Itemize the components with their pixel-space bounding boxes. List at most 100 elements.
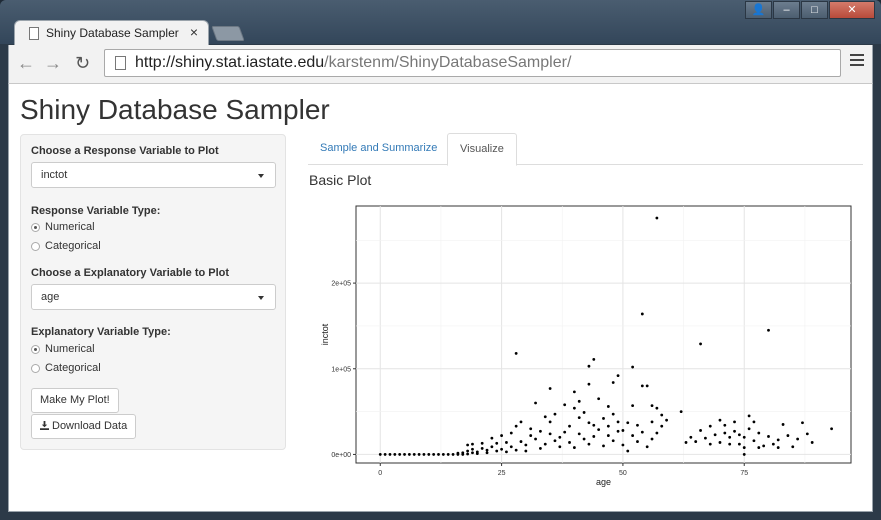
response-variable-label: Choose a Response Variable to Plot: [31, 145, 219, 157]
data-point: [548, 420, 552, 424]
data-point: [407, 453, 411, 456]
data-point: [757, 446, 761, 449]
data-point: [587, 382, 591, 386]
tab-close-icon[interactable]: ×: [189, 24, 198, 40]
data-point: [577, 399, 581, 403]
data-point: [767, 328, 770, 332]
data-point: [446, 453, 450, 456]
radio-selected-icon: [31, 345, 40, 354]
main-tabs: Sample and Summarize Visualize: [308, 133, 863, 166]
data-point: [500, 434, 503, 437]
data-point: [553, 412, 557, 416]
data-point: [529, 427, 533, 431]
x-tick-label: 25: [498, 470, 506, 477]
download-data-button[interactable]: Download Data: [31, 414, 137, 439]
tab-visualize[interactable]: Visualize: [447, 133, 517, 166]
new-tab-button[interactable]: [211, 26, 245, 41]
radio-label: Numerical: [45, 343, 95, 355]
data-point: [752, 420, 756, 424]
data-point: [471, 447, 474, 451]
data-point: [577, 416, 581, 419]
data-point: [587, 442, 591, 446]
data-point: [655, 216, 659, 220]
data-point: [640, 312, 644, 316]
radio-unselected-icon: [31, 242, 40, 251]
menu-icon[interactable]: [850, 54, 864, 68]
data-point: [582, 437, 586, 441]
data-point: [616, 420, 620, 424]
caret-down-icon: [258, 296, 264, 300]
data-point: [490, 445, 494, 449]
data-point: [645, 445, 649, 449]
data-point: [762, 444, 766, 448]
data-point: [650, 437, 654, 441]
reload-icon[interactable]: ↻: [75, 53, 91, 73]
tab-sample-and-summarize[interactable]: Sample and Summarize: [320, 142, 438, 154]
page-icon: [115, 56, 126, 70]
explanatory-variable-value: age: [41, 291, 60, 303]
data-point: [606, 424, 610, 428]
data-point: [572, 390, 576, 394]
address-bar[interactable]: http://shiny.stat.iastate.edu/karstenm/S…: [104, 49, 841, 77]
data-point: [480, 441, 484, 445]
data-point: [466, 449, 470, 453]
data-point: [485, 448, 489, 452]
y-tick-label: 2e+05: [331, 281, 351, 288]
data-point: [796, 437, 800, 441]
radio-label: Categorical: [45, 362, 101, 374]
url-text[interactable]: http://shiny.stat.iastate.edu/karstenm/S…: [135, 54, 571, 72]
data-point: [514, 424, 518, 428]
data-point: [694, 440, 698, 443]
data-point: [543, 415, 547, 419]
data-point: [650, 420, 654, 424]
data-point: [708, 424, 712, 428]
close-button[interactable]: ✕: [829, 1, 875, 19]
sidebar-panel: Choose a Response Variable to Plot incto…: [20, 134, 286, 450]
y-axis-label: inctot: [320, 323, 330, 345]
data-point: [718, 441, 722, 444]
data-point: [524, 449, 528, 453]
data-point: [606, 434, 610, 437]
window-controls: 👤 ‒ □ ✕: [744, 1, 875, 19]
browser-tab[interactable]: Shiny Database Sampler ×: [14, 20, 209, 46]
minimize-button[interactable]: ‒: [773, 1, 800, 19]
response-variable-select[interactable]: inctot: [31, 162, 276, 188]
data-point: [742, 453, 746, 456]
data-point: [704, 436, 707, 440]
back-arrow-icon[interactable]: ←: [17, 53, 35, 73]
data-point: [776, 446, 780, 449]
data-point: [456, 451, 460, 455]
make-plot-button[interactable]: Make My Plot!: [31, 388, 119, 413]
maximize-button[interactable]: □: [801, 1, 828, 19]
data-point: [572, 406, 576, 410]
radio-selected-icon: [31, 223, 40, 232]
data-point: [708, 442, 712, 446]
y-tick-label: 0e+00: [331, 452, 351, 459]
data-point: [665, 418, 668, 422]
data-point: [587, 421, 591, 425]
data-point: [432, 453, 436, 456]
data-point: [733, 429, 736, 433]
title-bar: Shiny Database Sampler × 👤 ‒ □ ✕: [0, 0, 881, 46]
data-point: [417, 453, 421, 456]
data-point: [616, 429, 620, 433]
data-point: [475, 452, 479, 455]
data-point: [621, 429, 625, 432]
data-point: [611, 439, 615, 443]
radio-label: Categorical: [45, 240, 101, 252]
data-point: [660, 424, 664, 428]
data-point: [548, 432, 552, 436]
data-point: [655, 431, 659, 435]
data-point: [568, 441, 571, 444]
explanatory-variable-select[interactable]: age: [31, 284, 276, 310]
data-point: [539, 447, 542, 450]
data-point: [582, 411, 586, 414]
profile-icon[interactable]: 👤: [745, 1, 772, 19]
data-point: [437, 453, 440, 456]
forward-arrow-icon[interactable]: →: [44, 53, 62, 73]
data-point: [592, 357, 596, 361]
data-point: [718, 418, 722, 422]
data-point: [728, 435, 732, 439]
data-point: [616, 374, 620, 378]
radio-label: Numerical: [45, 221, 95, 233]
